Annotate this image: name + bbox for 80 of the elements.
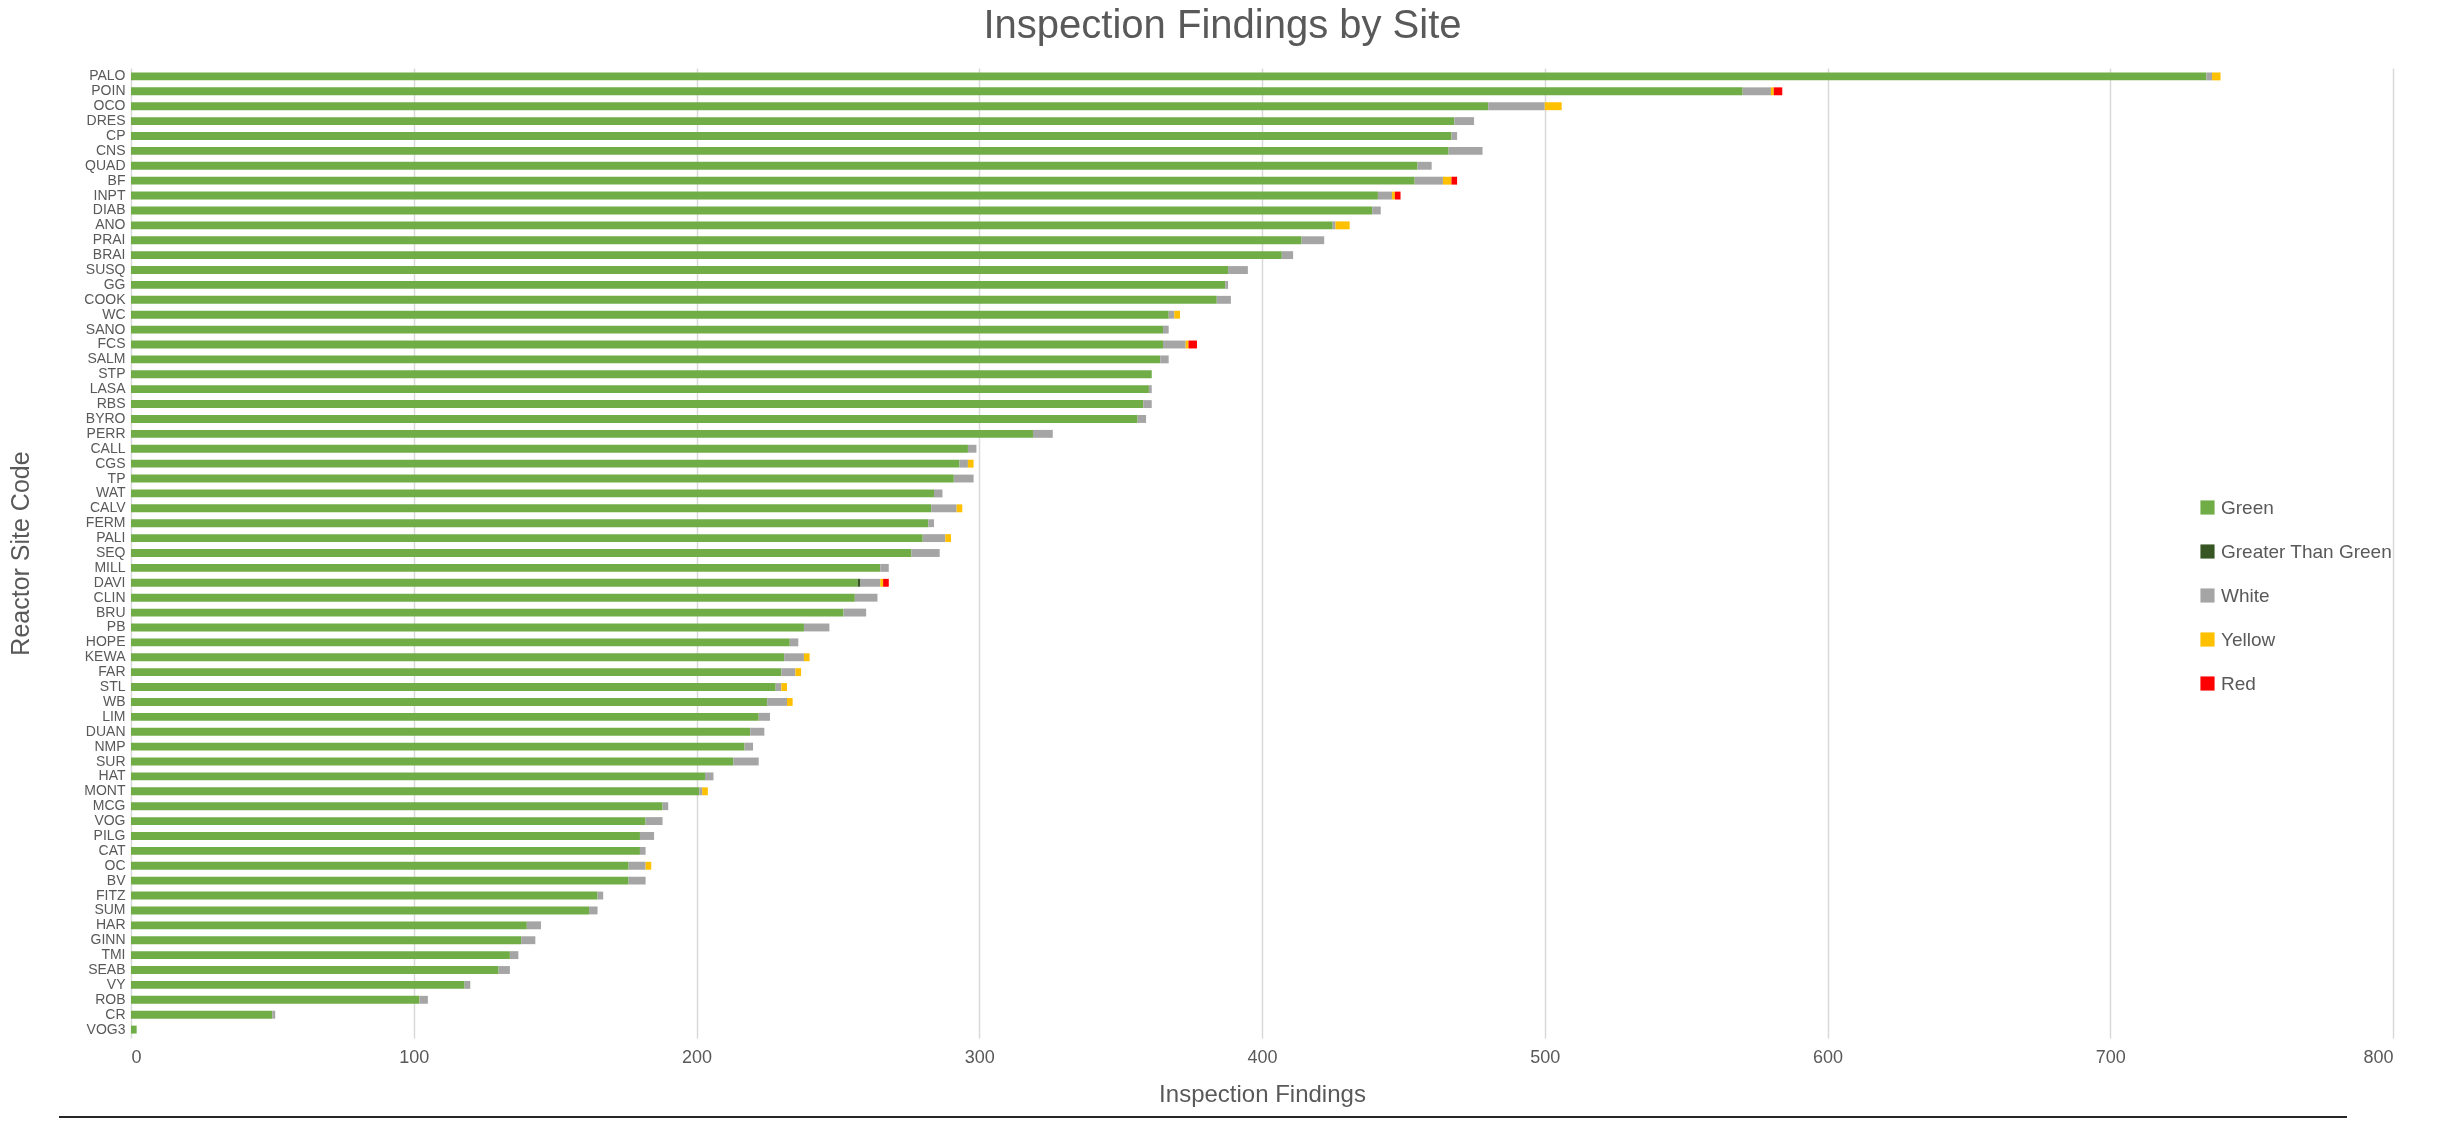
- y-tick-label: HAR: [95, 916, 126, 933]
- y-tick-label: QUAD: [85, 156, 126, 173]
- y-tick-label: TMI: [101, 946, 126, 963]
- legend-label: Greater Than Green: [2221, 540, 2392, 562]
- y-tick-label: HOPE: [85, 633, 126, 650]
- y-tick-label: CAT: [98, 841, 126, 858]
- y-tick-label: FAR: [98, 663, 126, 680]
- y-tick-label: BRU: [95, 603, 126, 620]
- y-tick-label: MONT: [84, 782, 126, 799]
- y-tick-label: SUSQ: [85, 261, 126, 278]
- legend-label: White: [2221, 584, 2270, 606]
- y-tick-label: PALI: [96, 529, 126, 546]
- y-tick-label: SEAB: [88, 961, 126, 978]
- y-tick-label: DAVI: [93, 573, 126, 590]
- x-tick-label: 600: [1812, 1046, 1844, 1067]
- y-tick-label: VOG: [94, 812, 126, 829]
- y-tick-label: CNS: [95, 141, 126, 158]
- y-tick-label: GINN: [90, 931, 126, 948]
- x-tick-label: 400: [1247, 1046, 1278, 1067]
- y-tick-label: MCG: [92, 797, 126, 814]
- y-tick-label: VY: [106, 975, 127, 992]
- y-tick-label: ANO: [95, 216, 126, 233]
- y-tick-label: DRES: [86, 112, 126, 129]
- y-tick-label: FCS: [97, 335, 126, 352]
- y-tick-label: DIAB: [92, 201, 126, 218]
- y-tick-label: PILG: [93, 826, 126, 843]
- y-tick-label: BYRO: [85, 409, 126, 426]
- x-tick-label: 100: [399, 1046, 430, 1067]
- y-tick-label: SUM: [94, 901, 126, 918]
- y-tick-label: BV: [106, 871, 127, 888]
- legend-label: Red: [2221, 672, 2256, 694]
- legend-label: Yellow: [2221, 628, 2276, 650]
- legend-label: Green: [2221, 496, 2274, 518]
- y-tick-label: PERR: [86, 424, 126, 441]
- y-tick-label: CP: [106, 126, 126, 143]
- y-tick-label: KEWA: [84, 648, 127, 665]
- y-axis-title: Reactor Site Code: [5, 451, 34, 656]
- y-tick-label: RBS: [96, 395, 126, 412]
- y-tick-label: CALL: [90, 439, 126, 456]
- x-tick-label: 800: [2363, 1046, 2394, 1067]
- y-tick-label: FERM: [85, 514, 126, 531]
- y-tick-label: HAT: [98, 767, 126, 784]
- x-tick-label: 200: [681, 1046, 713, 1067]
- y-tick-label: ROB: [95, 990, 126, 1007]
- x-tick-label: 0: [131, 1046, 142, 1067]
- y-tick-label: NMP: [94, 737, 126, 754]
- y-tick-label: BF: [107, 171, 126, 188]
- y-tick-label: FITZ: [95, 886, 126, 903]
- y-tick-label: POIN: [91, 82, 126, 99]
- y-tick-label: STL: [99, 678, 126, 695]
- chart-title: Inspection Findings by Site: [983, 2, 1462, 46]
- x-tick-label: 500: [1530, 1046, 1561, 1067]
- y-tick-label: DUAN: [85, 722, 126, 739]
- y-tick-label: CGS: [95, 454, 126, 471]
- y-tick-label: OCO: [93, 97, 126, 114]
- y-tick-label: LASA: [89, 380, 127, 397]
- y-tick-label: TP: [107, 469, 126, 486]
- x-tick-label: 300: [964, 1046, 995, 1067]
- y-tick-label: OC: [104, 856, 126, 873]
- y-tick-label: WAT: [95, 484, 126, 501]
- y-tick-label: LIM: [102, 707, 126, 724]
- y-tick-label: VOG3: [86, 1020, 126, 1037]
- y-tick-label: WC: [102, 305, 126, 322]
- y-tick-label: CLIN: [93, 588, 126, 605]
- y-tick-label: CALV: [89, 499, 127, 516]
- x-axis-title: Inspection Findings: [1159, 1079, 1366, 1107]
- y-tick-label: SUR: [95, 752, 126, 769]
- y-tick-label: INPT: [93, 186, 126, 203]
- y-tick-label: WB: [102, 692, 126, 709]
- y-tick-label: STP: [98, 365, 126, 382]
- y-tick-label: PRAI: [92, 231, 126, 248]
- y-tick-label: PALO: [89, 67, 126, 84]
- y-tick-label: SALM: [87, 350, 126, 367]
- y-tick-label: SANO: [85, 320, 126, 337]
- y-tick-label: CR: [105, 1005, 126, 1022]
- y-tick-label: BRAI: [92, 246, 126, 263]
- x-tick-label: 700: [2095, 1046, 2126, 1067]
- y-tick-label: COOK: [84, 290, 127, 307]
- y-tick-label: SEQ: [95, 544, 126, 560]
- y-tick-label: PB: [106, 618, 126, 635]
